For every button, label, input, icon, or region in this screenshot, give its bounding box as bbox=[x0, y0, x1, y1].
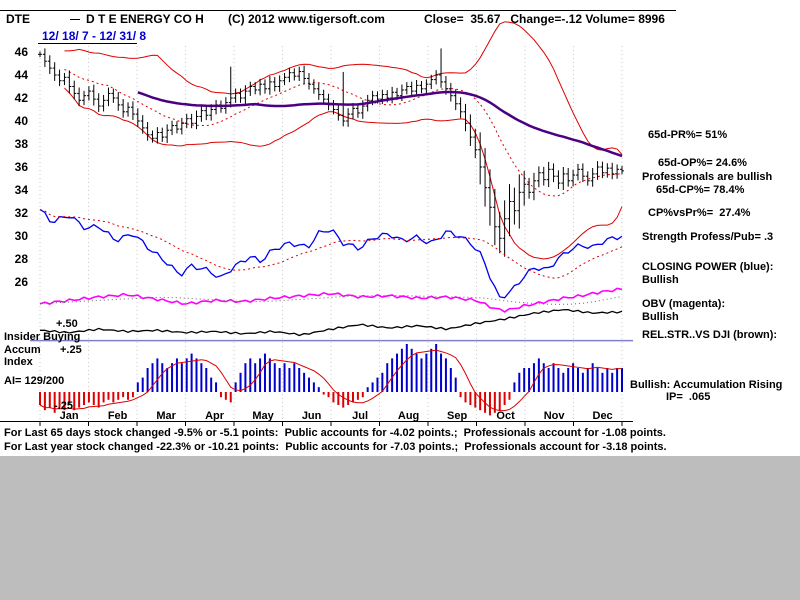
svg-text:46: 46 bbox=[15, 45, 29, 59]
copyright-text: (C) 2012 www.tigersoft.com bbox=[228, 12, 385, 26]
obv-title: OBV (magenta): bbox=[642, 298, 726, 310]
svg-text:Apr: Apr bbox=[205, 410, 225, 422]
svg-text:Jun: Jun bbox=[302, 410, 322, 422]
stat-strength: Strength Profess/Pub= .3 bbox=[642, 231, 774, 243]
svg-text:Dec: Dec bbox=[593, 410, 613, 422]
rel-str-title: REL.STR..VS DJI (brown): bbox=[642, 329, 778, 341]
ticker-label: DTE bbox=[6, 12, 30, 26]
insider-buying-label: Insider Buying bbox=[4, 331, 81, 343]
stat-65d-cp: 65d-CP%= 78.4% bbox=[656, 184, 745, 196]
stat-65d-op: 65d-OP%= 24.6% bbox=[658, 157, 747, 169]
scale-minus25: -.25 bbox=[54, 400, 73, 412]
closing-power-status: Bullish bbox=[642, 274, 679, 286]
svg-text:32: 32 bbox=[15, 206, 29, 220]
index-label: Index bbox=[4, 356, 33, 368]
svg-text:May: May bbox=[252, 410, 274, 422]
footer-line-year: For Last year stock changed -22.3% or -1… bbox=[4, 441, 667, 453]
svg-text:26: 26 bbox=[15, 275, 29, 289]
stat-professionals: Professionals are bullish bbox=[642, 171, 773, 183]
svg-text:28: 28 bbox=[15, 252, 29, 266]
svg-text:40: 40 bbox=[15, 114, 29, 128]
obv-status: Bullish bbox=[642, 311, 679, 323]
date-range: 12/ 18/ 7 - 12/ 31/ 8 bbox=[42, 29, 147, 43]
svg-text:Jan: Jan bbox=[60, 410, 79, 422]
scale-plus50: +.50 bbox=[56, 318, 78, 330]
ip-value: IP= .065 bbox=[666, 391, 711, 403]
svg-text:Mar: Mar bbox=[156, 410, 176, 422]
ai-value: AI= 129/200 bbox=[4, 375, 65, 387]
svg-text:36: 36 bbox=[15, 160, 29, 174]
svg-text:Oct: Oct bbox=[496, 410, 515, 422]
desktop-background bbox=[0, 456, 800, 600]
svg-text:44: 44 bbox=[15, 68, 29, 82]
svg-text:30: 30 bbox=[15, 229, 29, 243]
accum-status: Bullish: Accumulation Rising bbox=[630, 379, 783, 391]
accum-label: Accum bbox=[4, 344, 41, 356]
svg-text:Feb: Feb bbox=[108, 410, 128, 422]
chart-title: D T E ENERGY CO H bbox=[86, 12, 204, 26]
svg-text:34: 34 bbox=[15, 183, 29, 197]
closing-power-title: CLOSING POWER (blue): bbox=[642, 261, 774, 273]
svg-text:42: 42 bbox=[15, 91, 29, 105]
quote-summary: Close= 35.67 Change=-.12 Volume= 8996 bbox=[424, 12, 665, 26]
svg-text:Jul: Jul bbox=[352, 410, 368, 422]
stat-cp-vs-pr: CP%vsPr%= 27.4% bbox=[648, 207, 751, 219]
stat-65d-pr: 65d-PR%= 51% bbox=[648, 129, 728, 141]
footer-line-65d: For Last 65 days stock changed -9.5% or … bbox=[4, 427, 666, 439]
svg-text:38: 38 bbox=[15, 137, 29, 151]
svg-text:Nov: Nov bbox=[544, 410, 566, 422]
scale-plus25: +.25 bbox=[60, 344, 82, 356]
svg-text:Sep: Sep bbox=[447, 410, 467, 422]
svg-text:Aug: Aug bbox=[398, 410, 419, 422]
